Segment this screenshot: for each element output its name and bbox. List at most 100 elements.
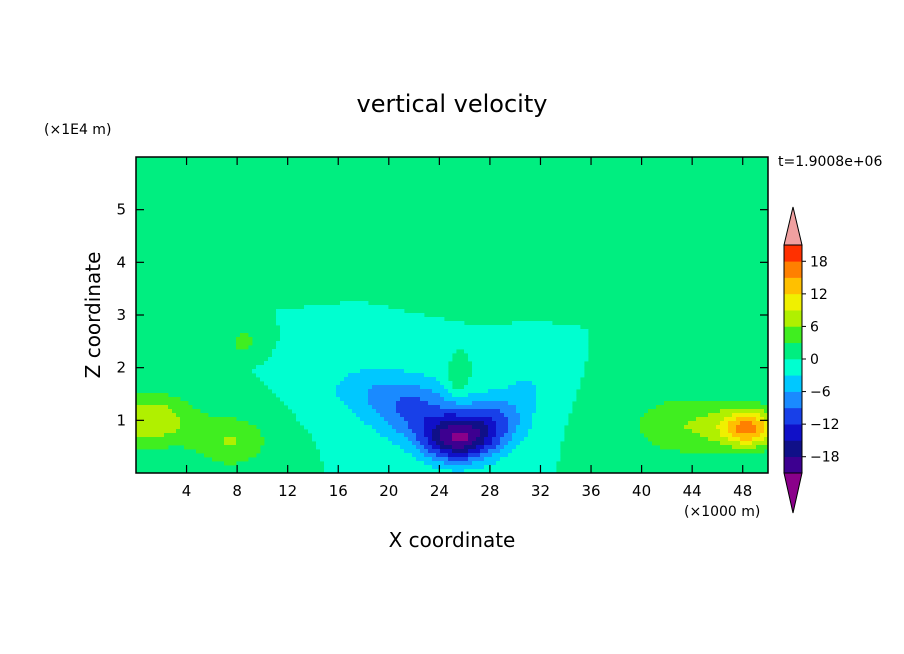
field-cell bbox=[412, 341, 417, 346]
field-cell bbox=[316, 373, 321, 378]
field-cell bbox=[460, 417, 465, 422]
field-cell bbox=[556, 437, 561, 442]
field-cell bbox=[380, 425, 385, 430]
field-cell bbox=[524, 321, 529, 326]
field-cell bbox=[312, 361, 317, 366]
field-cell bbox=[712, 425, 717, 430]
field-cell bbox=[212, 425, 217, 430]
field-cell bbox=[528, 409, 533, 414]
field-cell bbox=[440, 321, 445, 326]
field-cell bbox=[400, 381, 405, 386]
field-cell bbox=[384, 321, 389, 326]
field-cell bbox=[380, 353, 385, 358]
field-cell bbox=[544, 333, 549, 338]
field-cell bbox=[532, 453, 537, 458]
field-cell bbox=[332, 349, 337, 354]
field-cell bbox=[352, 373, 357, 378]
field-cell bbox=[476, 345, 481, 350]
field-cell bbox=[512, 341, 517, 346]
field-cell bbox=[468, 429, 473, 434]
field-cell bbox=[400, 309, 405, 314]
field-cell bbox=[516, 449, 521, 454]
field-cell bbox=[468, 437, 473, 442]
field-cell bbox=[440, 361, 445, 366]
field-cell bbox=[152, 425, 157, 430]
field-cell bbox=[236, 429, 241, 434]
field-cell bbox=[384, 377, 389, 382]
field-cell bbox=[148, 425, 153, 430]
field-cell bbox=[480, 385, 485, 390]
field-cell bbox=[456, 421, 461, 426]
field-cell bbox=[560, 421, 565, 426]
field-cell bbox=[352, 469, 357, 474]
field-cell bbox=[384, 325, 389, 330]
field-cell bbox=[420, 357, 425, 362]
field-cell bbox=[332, 369, 337, 374]
field-cell bbox=[328, 381, 333, 386]
field-cell bbox=[412, 369, 417, 374]
field-cell bbox=[552, 389, 557, 394]
field-cell bbox=[304, 397, 309, 402]
field-cell bbox=[708, 405, 713, 410]
field-cell bbox=[524, 413, 529, 418]
field-cell bbox=[384, 445, 389, 450]
field-cell bbox=[488, 401, 493, 406]
field-cell bbox=[356, 333, 361, 338]
field-cell bbox=[280, 337, 285, 342]
field-cell bbox=[440, 365, 445, 370]
field-cell bbox=[276, 349, 281, 354]
field-cell bbox=[720, 409, 725, 414]
field-cell bbox=[368, 421, 373, 426]
field-cell bbox=[496, 337, 501, 342]
field-cell bbox=[256, 429, 261, 434]
field-cell bbox=[368, 369, 373, 374]
field-cell bbox=[368, 453, 373, 458]
field-cell bbox=[460, 401, 465, 406]
field-cell bbox=[364, 301, 369, 306]
field-cell bbox=[300, 349, 305, 354]
field-cell bbox=[480, 469, 485, 474]
field-cell bbox=[304, 349, 309, 354]
field-cell bbox=[172, 441, 177, 446]
field-cell bbox=[564, 377, 569, 382]
field-cell bbox=[396, 465, 401, 470]
field-cell bbox=[380, 317, 385, 322]
field-cell bbox=[420, 377, 425, 382]
field-cell bbox=[564, 349, 569, 354]
field-cell bbox=[680, 441, 685, 446]
field-cell bbox=[360, 321, 365, 326]
field-cell bbox=[152, 421, 157, 426]
field-cell bbox=[424, 445, 429, 450]
field-cell bbox=[376, 305, 381, 310]
field-cell bbox=[276, 393, 281, 398]
field-cell bbox=[420, 365, 425, 370]
field-cell bbox=[484, 397, 489, 402]
field-cell bbox=[508, 345, 513, 350]
field-cell bbox=[744, 429, 749, 434]
field-cell bbox=[528, 469, 533, 474]
field-cell bbox=[304, 421, 309, 426]
field-cell bbox=[392, 321, 397, 326]
colorbar-segment bbox=[784, 293, 802, 311]
field-cell bbox=[348, 409, 353, 414]
field-cell bbox=[492, 413, 497, 418]
field-cell bbox=[552, 465, 557, 470]
field-cell bbox=[396, 337, 401, 342]
field-cell bbox=[264, 369, 269, 374]
field-cell bbox=[700, 449, 705, 454]
field-cell bbox=[452, 341, 457, 346]
field-cell bbox=[364, 429, 369, 434]
field-cell bbox=[328, 389, 333, 394]
field-cell bbox=[352, 345, 357, 350]
field-cell bbox=[380, 309, 385, 314]
field-cell bbox=[372, 309, 377, 314]
field-cell bbox=[340, 333, 345, 338]
field-cell bbox=[692, 449, 697, 454]
field-cell bbox=[508, 341, 513, 346]
field-cell bbox=[516, 325, 521, 330]
field-cell bbox=[316, 317, 321, 322]
field-cell bbox=[296, 413, 301, 418]
field-cell bbox=[432, 369, 437, 374]
field-cell bbox=[432, 429, 437, 434]
field-cell bbox=[560, 361, 565, 366]
